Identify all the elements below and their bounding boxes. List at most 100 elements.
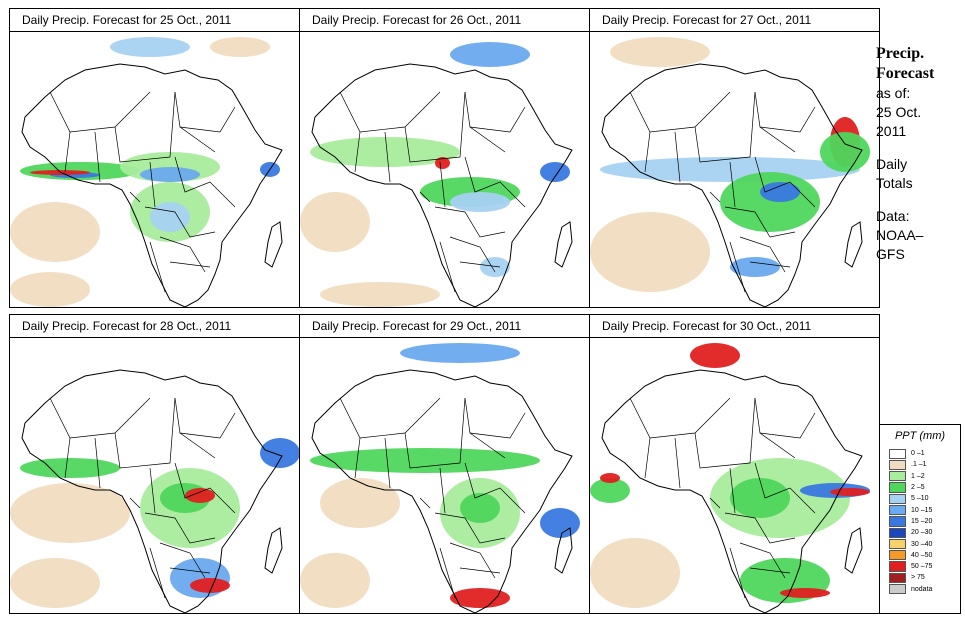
precip-area-extreme [780, 588, 830, 598]
country-border [114, 91, 176, 163]
legend-item: 1 –2 [880, 471, 960, 482]
country-border [459, 567, 501, 574]
panel-5: Daily Precip. Forecast for 30 Oct., 2011 [589, 314, 880, 614]
precip-area-dry [10, 202, 100, 262]
country-border [434, 206, 506, 238]
country-border [169, 261, 211, 268]
legend-label: 20 –30 [911, 529, 933, 537]
totals-line1: Daily [876, 156, 908, 172]
country-border [404, 397, 466, 469]
precip-area-dry [10, 272, 90, 307]
precip-map [590, 338, 879, 613]
legend-item: 10 –15 [880, 504, 960, 516]
continent-outline [601, 369, 863, 613]
legend-swatch [889, 584, 906, 595]
country-border [439, 547, 456, 599]
country-border [459, 261, 501, 268]
data-source-model: GFS [876, 246, 905, 262]
country-border [94, 437, 101, 489]
asof-date: 25 Oct. [876, 104, 922, 120]
legend-swatch [889, 516, 906, 527]
country-border [339, 397, 441, 439]
legend-swatch [889, 561, 906, 572]
precip-area-dry [300, 192, 370, 252]
legend-item: 40 –50 [880, 550, 960, 561]
legend-swatch [889, 493, 906, 504]
panel-1: Daily Precip. Forecast for 26 Oct., 2011 [299, 8, 590, 308]
country-border [179, 126, 216, 153]
country-border [64, 131, 71, 173]
forecast-info: Precip. Forecast as of: 25 Oct. 2011 Dai… [876, 44, 962, 264]
country-border [114, 397, 176, 469]
sidebar-title-line1: Precip. [876, 45, 925, 62]
precip-area-heavy_strong [760, 182, 800, 202]
precip-area-extreme [185, 488, 215, 503]
country-border [464, 91, 526, 133]
country-border [754, 397, 816, 439]
precip-area-heavy_light [110, 37, 190, 57]
country-border [629, 91, 731, 133]
country-border [179, 432, 216, 459]
country-border [439, 467, 446, 514]
africa-map-svg [590, 37, 870, 307]
africa-map-svg [10, 37, 283, 307]
country-border [709, 497, 721, 509]
africa-map-svg [300, 42, 573, 307]
country-border [439, 241, 456, 293]
legend-item: 15 –20 [880, 516, 960, 527]
country-border [149, 241, 166, 293]
country-border [144, 512, 216, 544]
country-border [449, 236, 496, 273]
country-border [729, 467, 736, 514]
precip-area-heavy_strong [540, 508, 580, 538]
country-border [449, 542, 496, 579]
country-border [464, 462, 526, 514]
precip-area-dry [10, 558, 100, 608]
country-border [174, 397, 236, 439]
precip-area-heavy_mid [730, 257, 780, 277]
continent-outline [21, 63, 283, 307]
precip-area-moderate [730, 478, 790, 518]
country-border [384, 437, 391, 489]
country-border [759, 126, 796, 153]
country-border [644, 131, 651, 173]
legend-swatch [889, 504, 906, 516]
country-border [129, 191, 141, 203]
country-border [174, 91, 236, 133]
country-border [464, 156, 526, 208]
legend-item: > 75 [880, 572, 960, 584]
country-border [129, 497, 141, 509]
island-outline [554, 221, 573, 268]
precip-area-heavy_light [600, 157, 860, 182]
country-border [739, 542, 786, 579]
country-border [419, 497, 431, 509]
legend-label: .1 –1 [911, 461, 927, 469]
country-border [149, 547, 166, 599]
precip-area-heavy_mid [140, 167, 200, 182]
precip-area-heavy_mid [400, 343, 520, 363]
island-outline [554, 527, 573, 574]
country-border [469, 126, 506, 153]
country-border [674, 131, 681, 183]
precip-map [300, 32, 589, 307]
precip-map [10, 32, 299, 307]
legend-swatch [889, 482, 906, 493]
country-border [754, 462, 816, 514]
country-border [729, 241, 746, 293]
island-outline [844, 527, 863, 574]
island-outline [264, 527, 283, 574]
legend-swatch [889, 527, 906, 538]
precip-area-dry [320, 478, 400, 528]
panel-title: Daily Precip. Forecast for 27 Oct., 2011 [589, 8, 880, 32]
country-border [174, 156, 236, 208]
legend-label: nodata [911, 585, 933, 593]
legend-label: 15 –20 [911, 517, 933, 525]
country-border [49, 397, 151, 439]
precip-area-dry [320, 282, 440, 307]
country-border [149, 467, 156, 514]
island-outline [264, 221, 283, 268]
legend-label: 0 –1 [911, 450, 925, 458]
data-source-label: Data: [876, 208, 910, 224]
precip-area-heavy_mid [450, 42, 530, 67]
legend-item: nodata [880, 584, 960, 595]
